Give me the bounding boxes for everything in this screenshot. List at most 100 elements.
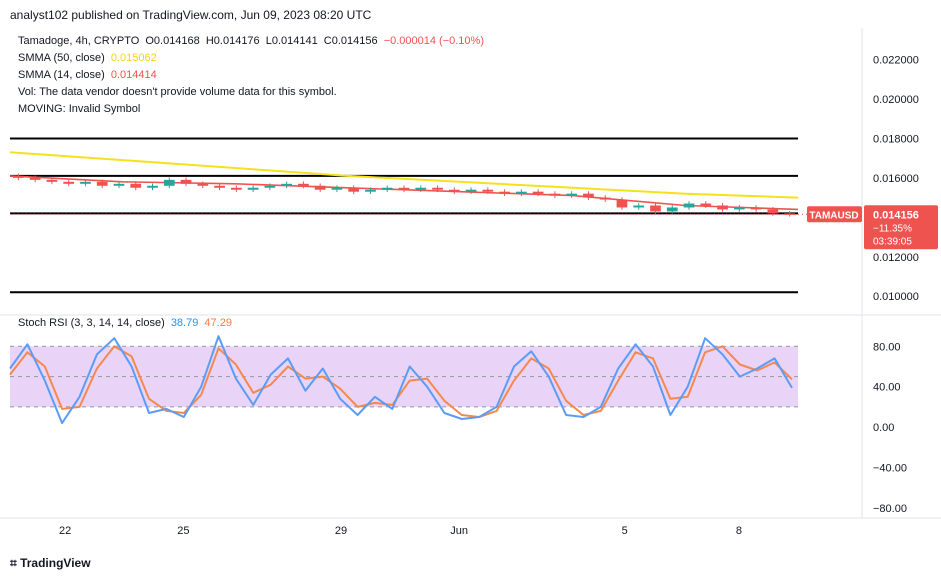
volume-legend[interactable]: Vol: The data vendor doesn't provide vol… [18, 86, 340, 98]
candle-body-2 [46, 179, 58, 182]
candle-body-40 [683, 203, 695, 208]
rsi-tick-label-3: −40.00 [873, 463, 907, 475]
high-value: H0.014176 [205, 35, 260, 47]
candle-body-16 [281, 183, 293, 186]
candle-body-38 [650, 205, 661, 212]
y-axis-labels: 0.022000 0.020000 0.018000 0.016000 0.012000… [873, 55, 919, 515]
price-tag-bg [864, 205, 938, 250]
candle-body-43 [733, 207, 745, 210]
change-value: −0.000014 (−0.10%) [383, 35, 484, 47]
candle-body-21 [365, 189, 376, 192]
price-tick-label-2: 0.018000 [873, 133, 919, 145]
candle-body-24 [415, 187, 427, 190]
candle-body-15 [264, 185, 276, 188]
publisher-line: analyst102 published on TradingView.com,… [10, 8, 372, 22]
candle-body-30 [515, 191, 527, 194]
time-tick-label-5: 8 [736, 525, 742, 537]
rsi-tick-label-0: 80.00 [873, 341, 901, 353]
candle-body-39 [666, 207, 678, 212]
candle-body-35 [599, 197, 611, 200]
price-tick-label-3: 0.016000 [873, 173, 919, 185]
stoch-d-value: 47.29 [204, 317, 232, 329]
sma50-value: 0.015062 [110, 52, 157, 64]
time-tick-label-3: Jun [450, 525, 468, 537]
price-tick-label-4: 0.012000 [873, 252, 919, 264]
candle-body-45 [767, 209, 779, 214]
volume-text: Vol: The data vendor doesn't provide vol… [18, 86, 337, 98]
candle-body-14 [247, 187, 259, 190]
sma14-legend[interactable]: SMMA (14, close) 0.014414 [18, 69, 160, 81]
candle-body-0 [13, 175, 24, 178]
time-tick-label-0: 22 [59, 525, 71, 537]
tradingview-watermark[interactable]: ⌗ TradingView [10, 556, 91, 571]
candle-body-7 [130, 183, 142, 188]
candle-body-4 [80, 181, 91, 184]
candle-body-23 [398, 187, 410, 190]
stoch-rsi-label: Stoch RSI (3, 3, 14, 14, close) [18, 317, 165, 329]
candle-body-25 [432, 187, 443, 190]
candle-body-46 [784, 213, 795, 215]
support-resistance-layer [10, 137, 862, 294]
candle-body-27 [465, 189, 477, 192]
sma50-line [9, 151, 799, 199]
candle-body-17 [298, 183, 309, 186]
stoch-rsi-lines-layer [9, 335, 793, 425]
symbol-tag-text: TAMAUSD [809, 210, 858, 221]
price-tag-pct: −11.35% [873, 223, 912, 234]
price-tag-value: 0.014156 [873, 209, 919, 221]
candle-body-44 [750, 207, 762, 210]
candle-body-10 [180, 179, 192, 184]
sma14-value: 0.014414 [110, 69, 157, 81]
low-value: L0.014141 [265, 35, 318, 47]
rsi-tick-label-2: 0.00 [873, 422, 894, 434]
watermark-text: TradingView [20, 556, 91, 570]
candle-body-5 [96, 181, 108, 186]
rsi-band-layer [10, 345, 798, 408]
moving-text: MOVING: Invalid Symbol [18, 103, 141, 115]
candle-body-18 [314, 185, 326, 190]
x-axis-labels: 22 25 29 Jun 5 8 [59, 525, 742, 537]
candle-body-37 [633, 205, 645, 208]
time-tick-label-1: 25 [177, 525, 189, 537]
price-tag: TAMAUSD 0.014156 −11.35% 03:39:05 [807, 205, 938, 250]
stoch-rsi-legend[interactable]: Stoch RSI (3, 3, 14, 14, close) 38.79 47… [18, 317, 235, 329]
moving-average-layer [9, 151, 799, 211]
sma50-legend[interactable]: SMMA (50, close) 0.015062 [18, 52, 160, 64]
time-tick-label-4: 5 [622, 525, 628, 537]
candle-body-1 [29, 177, 41, 180]
candle-body-34 [583, 193, 594, 198]
price-tick-label-1: 0.020000 [873, 94, 919, 106]
candle-body-29 [499, 191, 510, 194]
close-value: C0.014156 [323, 35, 378, 47]
candle-body-32 [549, 193, 561, 196]
sma14-label: SMMA (14, close) [18, 69, 105, 81]
candle-body-22 [381, 187, 393, 190]
candle-body-6 [113, 183, 125, 186]
moving-legend[interactable]: MOVING: Invalid Symbol [18, 103, 143, 115]
candle-body-3 [63, 181, 75, 184]
symbol-label: Tamadoge, 4h, CRYPTO [18, 35, 140, 47]
stoch-k-line [9, 335, 793, 425]
price-tag-countdown: 03:39:05 [873, 236, 912, 247]
candle-body-9 [163, 179, 175, 186]
candle-body-33 [566, 193, 578, 196]
sma50-label: SMMA (50, close) [18, 52, 105, 64]
stoch-d-line [9, 345, 793, 418]
candle-body-13 [230, 187, 242, 190]
symbol-tag-bg [807, 206, 862, 223]
candle-body-41 [700, 203, 712, 206]
candle-body-20 [348, 187, 360, 192]
candle-body-42 [717, 205, 728, 210]
candle-body-28 [482, 189, 494, 192]
price-tick-label-0: 0.022000 [873, 55, 919, 67]
rsi-tick-label-1: 40.00 [873, 382, 901, 394]
candle-body-36 [616, 199, 628, 208]
candle-body-31 [532, 191, 544, 194]
rsi-tick-label-4: −80.00 [873, 503, 907, 515]
open-value: O0.014168 [145, 35, 200, 47]
candle-body-8 [147, 185, 158, 188]
candle-body-11 [197, 183, 209, 186]
candle-body-26 [448, 189, 460, 192]
